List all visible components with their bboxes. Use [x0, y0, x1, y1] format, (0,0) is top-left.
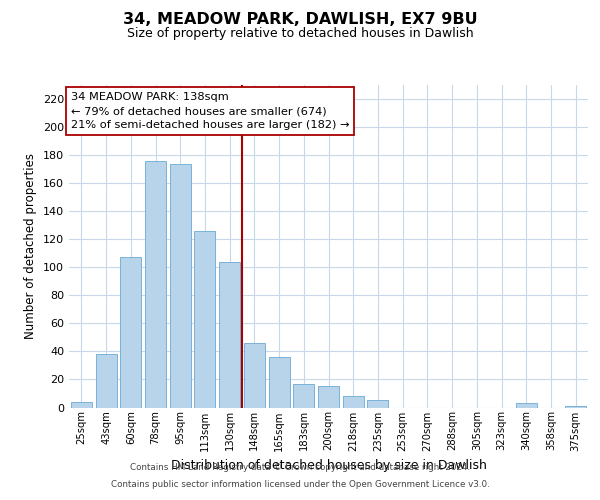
Bar	[318, 386, 339, 407]
Text: 34 MEADOW PARK: 138sqm
← 79% of detached houses are smaller (674)
21% of semi-de: 34 MEADOW PARK: 138sqm ← 79% of detached…	[71, 92, 349, 130]
Text: Contains HM Land Registry data © Crown copyright and database right 2024.: Contains HM Land Registry data © Crown c…	[130, 464, 470, 472]
Text: Contains public sector information licensed under the Open Government Licence v3: Contains public sector information licen…	[110, 480, 490, 489]
Y-axis label: Number of detached properties: Number of detached properties	[25, 153, 37, 339]
Bar	[343, 396, 364, 407]
Bar	[244, 343, 265, 407]
Bar	[145, 160, 166, 408]
Bar	[516, 404, 537, 407]
Bar	[269, 357, 290, 408]
Bar	[170, 164, 191, 408]
X-axis label: Distribution of detached houses by size in Dawlish: Distribution of detached houses by size …	[170, 459, 487, 472]
Bar	[95, 354, 116, 408]
Bar	[120, 258, 141, 408]
Bar	[219, 262, 240, 408]
Bar	[194, 231, 215, 408]
Bar	[293, 384, 314, 407]
Bar	[71, 402, 92, 407]
Bar	[367, 400, 388, 407]
Text: Size of property relative to detached houses in Dawlish: Size of property relative to detached ho…	[127, 28, 473, 40]
Bar	[565, 406, 586, 407]
Text: 34, MEADOW PARK, DAWLISH, EX7 9BU: 34, MEADOW PARK, DAWLISH, EX7 9BU	[122, 12, 478, 28]
